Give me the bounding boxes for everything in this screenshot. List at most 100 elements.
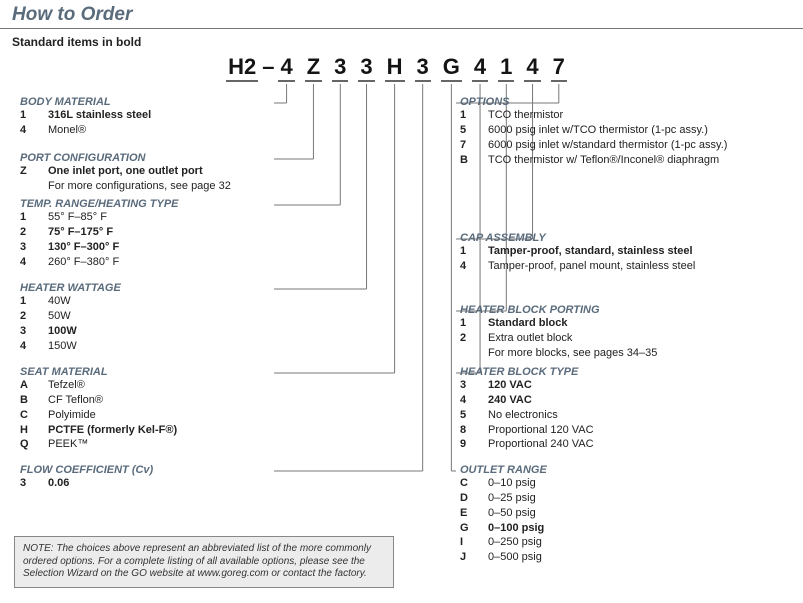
option-row: 275° F–175° F xyxy=(20,225,270,240)
partno-char: 3 xyxy=(358,54,374,82)
partno-char: 4 xyxy=(278,54,294,82)
section-cap: CAP ASSEMBLY1Tamper-proof, standard, sta… xyxy=(460,232,780,274)
option-row: 1 TCO thermistor xyxy=(460,108,780,123)
option-row: 5No electronics xyxy=(460,408,780,423)
option-row: 4150W xyxy=(20,339,270,354)
option-label: 50W xyxy=(48,309,71,324)
section-seat: SEAT MATERIALATefzel®BCF Teflon®CPolyimi… xyxy=(20,366,270,452)
option-label: Tefzel® xyxy=(48,378,85,393)
option-code: 5 xyxy=(460,408,478,423)
option-code: Q xyxy=(20,437,38,452)
option-row: G0–100 psig xyxy=(460,521,780,536)
option-label: Proportional 240 VAC xyxy=(488,437,594,452)
option-code: 5 xyxy=(460,123,478,138)
section-heading: TEMP. RANGE/HEATING TYPE xyxy=(20,198,270,210)
option-row: 3 100W xyxy=(20,324,270,339)
option-label: 100W xyxy=(48,324,77,339)
option-label: One inlet port, one outlet port xyxy=(48,164,203,179)
option-label: 130° F–300° F xyxy=(48,240,119,255)
option-label: CF Teflon® xyxy=(48,393,103,408)
section-cv: FLOW COEFFICIENT (Cv)30.06 xyxy=(20,464,270,491)
option-row: 155° F–85° F xyxy=(20,210,270,225)
partno-char: 1 xyxy=(498,54,514,82)
option-row: 1 Standard block xyxy=(460,316,780,331)
option-code: 1 xyxy=(460,244,478,259)
section-options: OPTIONS1TCO thermistor56000 psig inlet w… xyxy=(460,96,780,167)
option-label: Proportional 120 VAC xyxy=(488,423,594,438)
option-code: 1 xyxy=(20,294,38,309)
option-code: 4 xyxy=(20,339,38,354)
option-code: 3 xyxy=(20,240,38,255)
option-label: 316L stainless steel xyxy=(48,108,151,123)
partno-char: 4 xyxy=(524,54,540,82)
option-label: 6000 psig inlet w/standard thermistor (1… xyxy=(488,138,727,153)
option-row: I 0–250 psig xyxy=(460,535,780,550)
option-label: 0–25 psig xyxy=(488,491,536,506)
option-code: 2 xyxy=(20,309,38,324)
page-title: How to Order xyxy=(12,4,791,26)
option-code: 1 xyxy=(460,108,478,123)
option-code: J xyxy=(460,550,478,565)
option-label: Standard block xyxy=(488,316,567,331)
option-row: 5 6000 psig inlet w/TCO thermistor (1-pc … xyxy=(460,123,780,138)
option-label: 0–250 psig xyxy=(488,535,542,550)
partno-char: 4 xyxy=(472,54,488,82)
option-row: HPCTFE (formerly Kel-F®) xyxy=(20,423,270,438)
option-row: J 0–500 psig xyxy=(460,550,780,565)
option-code: 3 xyxy=(20,324,38,339)
option-row: D0–25 psig xyxy=(460,491,780,506)
part-number: H2–4Z33H3G4147 xyxy=(0,54,803,82)
option-label: 240 VAC xyxy=(488,393,532,408)
option-label: 6000 psig inlet w/TCO thermistor (1-pc a… xyxy=(488,123,708,138)
option-row: 1316L stainless steel xyxy=(20,108,270,123)
section-body: BODY MATERIAL1316L stainless steel4Monel… xyxy=(20,96,270,138)
option-row: 4Tamper-proof, panel mount, stainless st… xyxy=(460,259,780,274)
option-row: 9 Proportional 240 VAC xyxy=(460,437,780,452)
option-code: I xyxy=(460,535,478,550)
section-heading: FLOW COEFFICIENT (Cv) xyxy=(20,464,270,476)
option-label: Extra outlet block xyxy=(488,331,572,346)
option-row: For more blocks, see pages 34–35 xyxy=(460,346,780,361)
option-row: 1Tamper-proof, standard, stainless steel xyxy=(460,244,780,259)
section-heading: SEAT MATERIAL xyxy=(20,366,270,378)
option-code: 2 xyxy=(460,331,478,346)
partno-char: H xyxy=(385,54,405,82)
option-label: 75° F–175° F xyxy=(48,225,113,240)
option-label: 40W xyxy=(48,294,71,309)
option-code: 1 xyxy=(460,316,478,331)
section-heading: HEATER WATTAGE xyxy=(20,282,270,294)
option-code: 4 xyxy=(460,393,478,408)
option-code: C xyxy=(20,408,38,423)
option-label: PCTFE (formerly Kel-F®) xyxy=(48,423,177,438)
page-subtitle: Standard items in bold xyxy=(0,29,803,51)
option-row: For more configurations, see page 32 xyxy=(20,179,270,194)
option-code: 3 xyxy=(460,378,478,393)
option-row: 4Monel® xyxy=(20,123,270,138)
option-label: For more configurations, see page 32 xyxy=(48,179,231,194)
partno-dash: – xyxy=(258,54,278,79)
option-label: TCO thermistor xyxy=(488,108,563,123)
option-row: 30.06 xyxy=(20,476,270,491)
option-row: C0–10 psig xyxy=(460,476,780,491)
option-label: Polyimide xyxy=(48,408,96,423)
partno-char: H2 xyxy=(226,54,258,82)
partno-char: 7 xyxy=(551,54,567,82)
section-outlet: OUTLET RANGEC0–10 psigD0–25 psigE0–50 ps… xyxy=(460,464,780,565)
option-label: 120 VAC xyxy=(488,378,532,393)
option-label: 260° F–380° F xyxy=(48,255,119,270)
option-code: 3 xyxy=(20,476,38,491)
partno-char: 3 xyxy=(415,54,431,82)
option-label: 0.06 xyxy=(48,476,69,491)
option-code: B xyxy=(460,153,478,168)
note-box: NOTE: The choices above represent an abb… xyxy=(14,536,394,588)
option-row: 2 50W xyxy=(20,309,270,324)
option-code: Z xyxy=(20,164,38,179)
option-row: BTCO thermistor w/ Teflon®/Inconel® diap… xyxy=(460,153,780,168)
section-heading: HEATER BLOCK TYPE xyxy=(460,366,780,378)
section-blocktype: HEATER BLOCK TYPE3 120 VAC 4 240 VAC5No ele… xyxy=(460,366,780,452)
option-row: Q PEEK™ xyxy=(20,437,270,452)
option-code: 9 xyxy=(460,437,478,452)
section-temp: TEMP. RANGE/HEATING TYPE155° F–85° F275°… xyxy=(20,198,270,269)
option-label: 0–500 psig xyxy=(488,550,542,565)
option-label: PEEK™ xyxy=(48,437,88,452)
